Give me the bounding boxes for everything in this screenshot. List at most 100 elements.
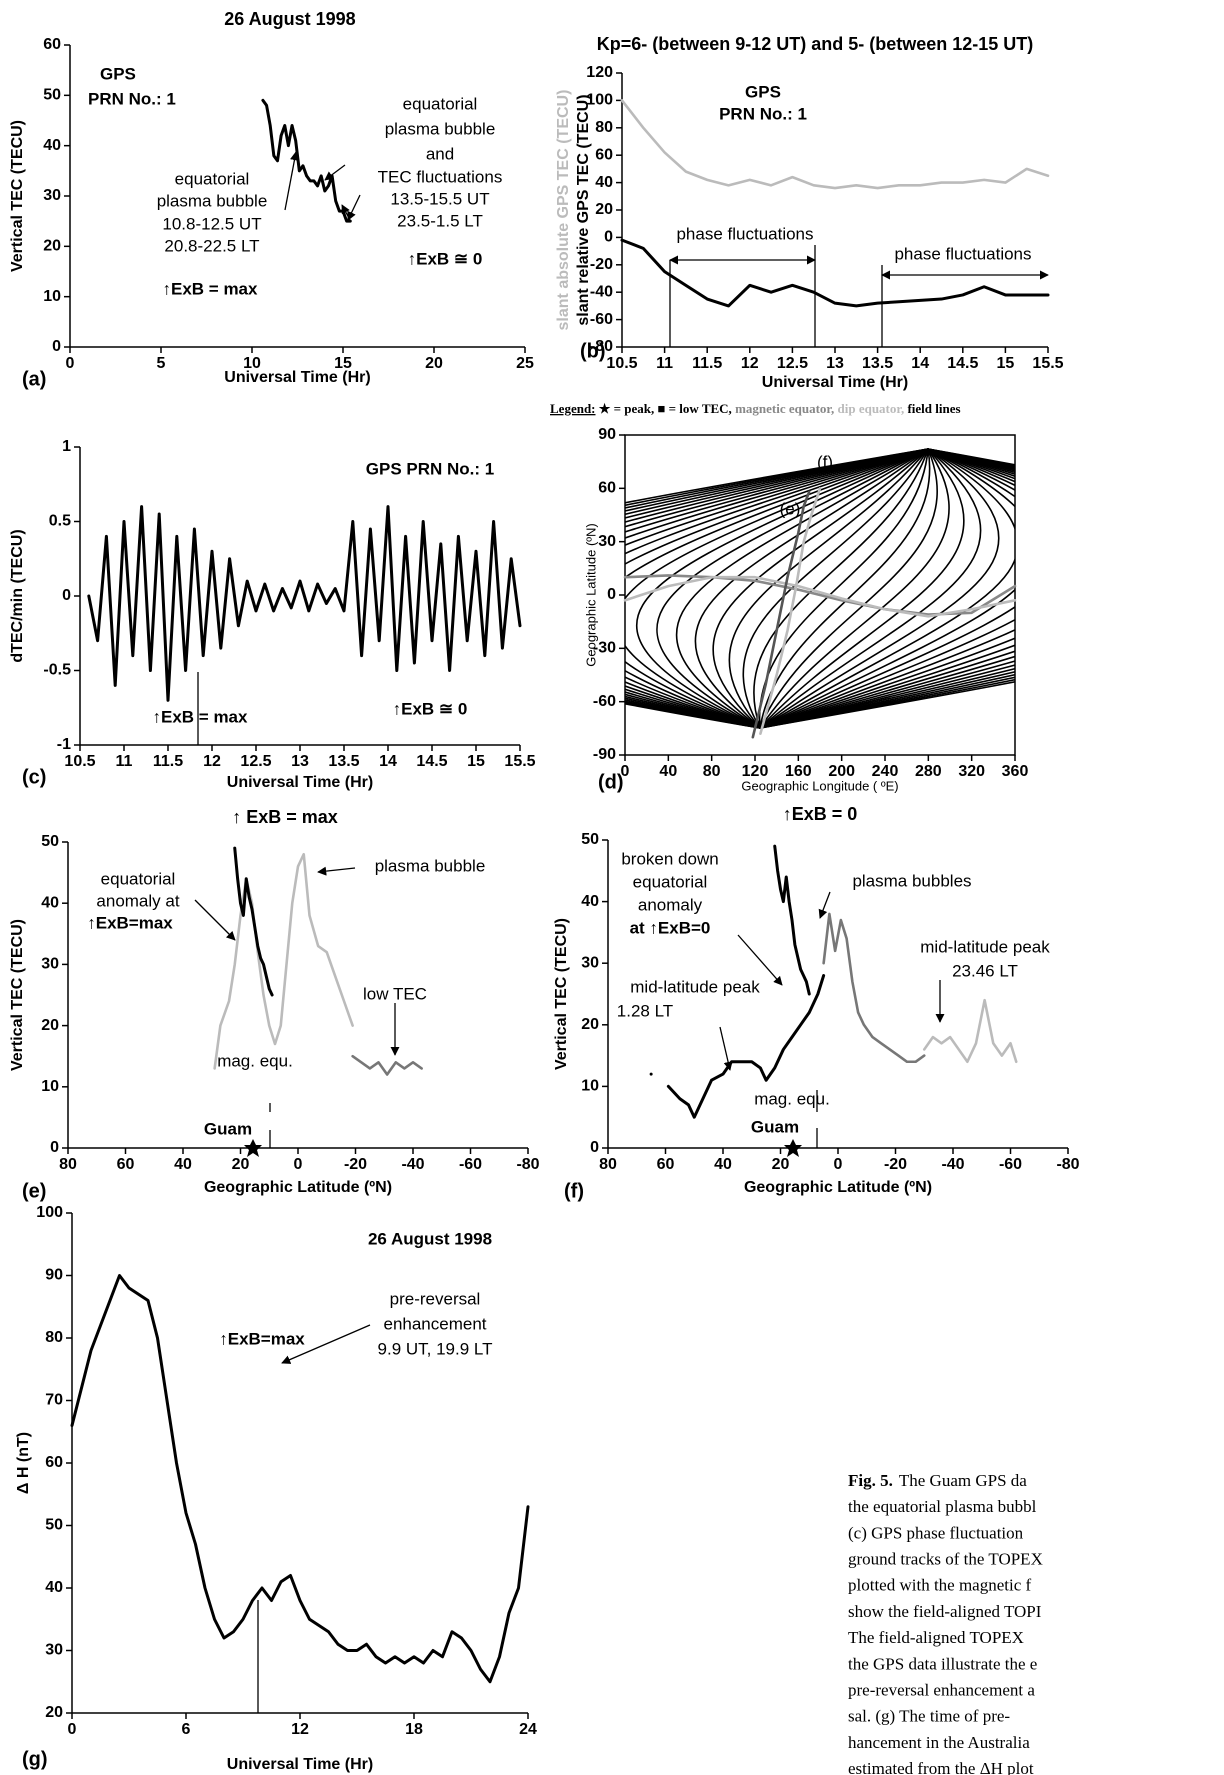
- annotation: PRN No.: 1: [88, 89, 176, 108]
- field-line: [728, 448, 929, 729]
- arrow: [284, 151, 299, 211]
- field-line: [625, 448, 929, 729]
- x-tick-label: 18: [405, 1721, 423, 1738]
- x-tick-label: 240: [872, 763, 899, 780]
- annotation: equatorial: [101, 869, 176, 888]
- annotation: 20.8-22.5 LT: [164, 236, 259, 255]
- annotation: plasma bubbles: [852, 871, 971, 890]
- field-line: [759, 448, 1015, 729]
- y-tick-label: 0: [604, 229, 613, 246]
- annotation: Guam: [204, 1119, 252, 1138]
- annotation: plasma bubble: [157, 191, 268, 210]
- y-axis-label: Δ H (nT): [15, 1432, 32, 1494]
- y-tick-label: 10: [581, 1078, 599, 1095]
- y-tick-label: 30: [41, 956, 59, 973]
- y-tick-label: 50: [581, 831, 599, 848]
- x-axis-label: Geographic Longitude ( ºE): [741, 778, 898, 793]
- annotation: low TEC: [363, 984, 427, 1003]
- x-tick-label: 80: [703, 763, 721, 780]
- annotation: equatorial: [633, 872, 708, 891]
- field-line: [759, 448, 1015, 729]
- field-line: [759, 448, 1015, 729]
- x-tick-label: 5: [157, 355, 166, 372]
- data-line: [759, 487, 822, 735]
- panel-label: (g): [22, 1748, 48, 1770]
- field-lines: [625, 448, 1015, 729]
- field-line: [759, 448, 950, 729]
- x-tick-label: 14.5: [947, 355, 978, 372]
- y-axis-label: Geographic Latitude (ºN): [583, 523, 598, 667]
- field-line: [759, 448, 938, 729]
- panel-label: (c): [22, 766, 46, 788]
- y-tick-label: -1: [57, 736, 71, 753]
- annotation: phase fluctuations: [894, 244, 1031, 263]
- annotation: Guam: [751, 1117, 799, 1136]
- chart-title: Kp=6- (between 9-12 UT) and 5- (between …: [597, 34, 1034, 54]
- y-tick-label: 10: [41, 1078, 59, 1095]
- x-tick-label: 80: [59, 1156, 77, 1173]
- chart-title: 26 August 1998: [224, 9, 355, 29]
- y-tick-label: -40: [590, 283, 613, 300]
- caption-line: pre-reversal enhancement a: [848, 1681, 1035, 1700]
- y-tick-label: 0.5: [49, 513, 71, 530]
- x-tick-label: 14.5: [416, 753, 447, 770]
- y-tick-label: -20: [590, 256, 613, 273]
- x-tick-label: 12.5: [777, 355, 808, 372]
- y-tick-label: 20: [595, 201, 613, 218]
- x-tick-label: 200: [828, 763, 855, 780]
- field-line: [636, 448, 929, 729]
- chart-title: ↑ExB = 0: [783, 804, 858, 824]
- y-tick-label: 20: [45, 1704, 63, 1721]
- x-tick-label: -60: [999, 1156, 1022, 1173]
- x-tick-label: 40: [659, 763, 677, 780]
- field-line: [753, 448, 929, 729]
- y-tick-label: 40: [43, 137, 61, 154]
- x-tick-label: 320: [958, 763, 985, 780]
- legend-entry: field lines: [904, 401, 960, 416]
- y-tick-label: 60: [598, 480, 616, 497]
- y-axis-label: slant relative GPS TEC (TECU): [575, 94, 592, 325]
- field-line: [759, 448, 982, 729]
- y-tick-label: 90: [598, 426, 616, 443]
- data-line: [87, 505, 522, 702]
- x-axis-label: Geographic Latitude (ºN): [204, 1179, 392, 1196]
- annotation: plasma bubble: [375, 856, 486, 875]
- annotation: ↑ExB = max: [163, 279, 259, 298]
- annotation: equatorial: [403, 94, 478, 113]
- x-tick-label: -20: [884, 1156, 907, 1173]
- y-axis-label: dTEC/min (TECU): [9, 529, 26, 662]
- field-line: [625, 448, 929, 729]
- x-tick-label: 360: [1002, 763, 1029, 780]
- field-line: [759, 448, 1015, 729]
- field-line: [675, 448, 929, 729]
- y-tick-label: 80: [595, 119, 613, 136]
- y-tick-label: 100: [36, 1204, 63, 1221]
- field-line: [759, 448, 1000, 729]
- caption-text: The Guam GPS da: [899, 1471, 1027, 1490]
- x-tick-label: 13: [291, 753, 309, 770]
- field-line: [625, 448, 929, 729]
- y-axis-label: Vertical TEC (TECU): [9, 919, 26, 1071]
- field-line: [625, 448, 929, 729]
- y-tick-label: 30: [598, 533, 616, 550]
- caption-line: the GPS data illustrate the e: [848, 1654, 1037, 1673]
- x-axis-label: Universal Time (Hr): [762, 374, 908, 391]
- annotation: (f): [817, 452, 833, 471]
- field-line: [625, 448, 929, 729]
- panel-label: (f): [564, 1180, 584, 1202]
- data-line: [751, 490, 811, 739]
- data-line: [649, 974, 826, 1119]
- annotation: ↑ExB=max: [219, 1329, 305, 1348]
- field-line: [625, 448, 929, 729]
- x-tick-label: 120: [742, 763, 769, 780]
- field-line: [759, 448, 1015, 729]
- data-line: [922, 998, 1018, 1064]
- caption-line: sal. (g) The time of pre-: [848, 1707, 1010, 1726]
- data-line: [70, 1274, 530, 1684]
- field-line: [759, 448, 1015, 729]
- field-line: [759, 448, 1015, 729]
- legend-entry: ★ = peak,: [596, 401, 655, 416]
- annotation: at ↑ExB=0: [630, 918, 711, 937]
- field-line: [625, 448, 929, 729]
